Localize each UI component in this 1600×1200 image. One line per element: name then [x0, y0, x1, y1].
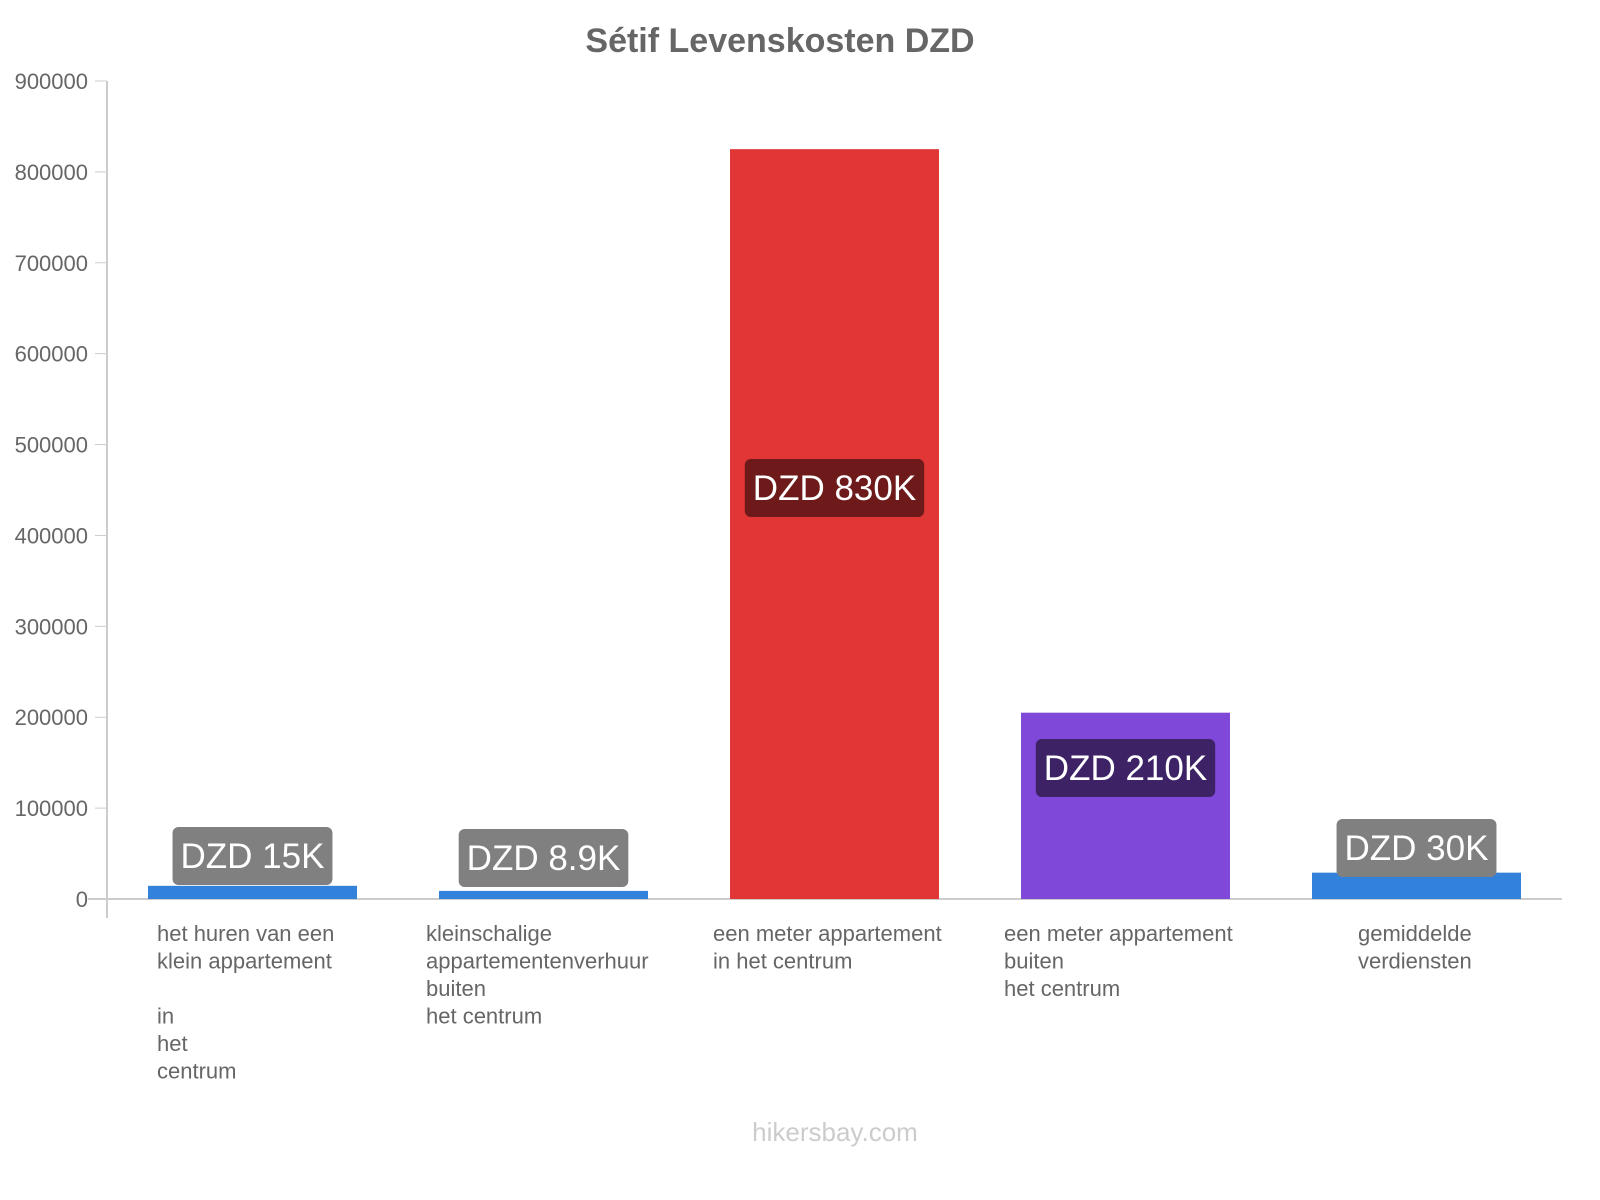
data-label: DZD 8.9K — [458, 829, 629, 887]
data-label-box — [1336, 819, 1497, 877]
bar — [148, 885, 357, 899]
x-category-label: een meter appartement in het centrum — [713, 921, 942, 974]
y-tick-label: 500000 — [15, 433, 88, 458]
data-label-box — [744, 459, 925, 517]
y-tick-label: 600000 — [15, 342, 88, 367]
bar — [439, 890, 648, 899]
data-label: DZD 15K — [172, 827, 333, 885]
data-label-text: DZD 15K — [181, 837, 325, 876]
bar — [1312, 872, 1521, 899]
data-label-box — [172, 827, 333, 885]
y-tick-label: 700000 — [15, 251, 88, 276]
watermark: hikersbay.com — [752, 1117, 918, 1147]
data-label: DZD 30K — [1336, 819, 1497, 877]
y-tick-label: 0 — [76, 887, 88, 912]
x-category-label: kleinschalige appartementenverhuur buiten h… — [426, 921, 649, 1029]
y-tick-label: 200000 — [15, 705, 88, 730]
data-label-box — [458, 829, 629, 887]
x-category-label: een meter appartement buiten het centrum — [1004, 921, 1233, 1001]
data-label: DZD 830K — [744, 459, 925, 517]
data-label-text: DZD 8.9K — [467, 839, 621, 878]
y-tick-label: 900000 — [15, 69, 88, 94]
y-tick-label: 300000 — [15, 614, 88, 639]
data-label-text: DZD 830K — [753, 469, 916, 508]
y-tick-label: 400000 — [15, 523, 88, 548]
x-category-label: gemiddelde verdiensten — [1358, 921, 1472, 974]
data-label-text: DZD 30K — [1345, 829, 1489, 868]
data-label-text: DZD 210K — [1044, 749, 1207, 788]
y-tick-label: 800000 — [15, 160, 88, 185]
bar — [730, 149, 939, 899]
data-label: DZD 210K — [1035, 739, 1216, 797]
x-category-label: het huren van een klein appartement in het… — [157, 921, 334, 1084]
chart-title: Sétif Levenskosten DZD — [585, 22, 974, 60]
data-label-box — [1035, 739, 1216, 797]
y-tick-label: 100000 — [15, 796, 88, 821]
